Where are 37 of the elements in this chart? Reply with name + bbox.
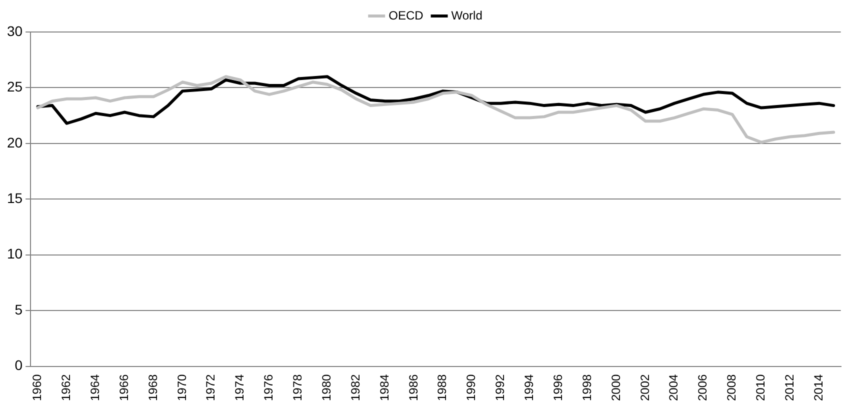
x-tick-label: 1984: [377, 374, 392, 402]
y-tick-label: 5: [14, 301, 23, 318]
x-tick-label: 1980: [319, 374, 334, 402]
x-tick-label: 1972: [204, 374, 218, 402]
y-tick-label: 15: [6, 190, 23, 206]
x-tick-label: 2006: [696, 374, 710, 402]
x-tick-label: 2008: [724, 374, 739, 402]
x-tick-label: 1970: [174, 374, 189, 402]
x-tick-label: 2012: [782, 374, 796, 402]
x-tick-label: 1990: [464, 374, 478, 402]
x-tick-label: 1962: [59, 374, 74, 402]
x-tick-label: 1960: [30, 374, 44, 402]
x-tick-label: 1964: [88, 374, 102, 402]
x-tick-label: 1998: [580, 374, 594, 402]
x-tick-label: 1994: [522, 374, 536, 402]
x-tick-label: 1978: [290, 374, 305, 402]
x-tick-label: 2000: [608, 374, 623, 402]
y-tick-label: 10: [6, 246, 23, 262]
x-tick-label: 2002: [638, 374, 652, 402]
x-tick-label: 1974: [232, 374, 247, 402]
x-tick-label: 1986: [406, 374, 420, 402]
x-tick-label: 1976: [262, 374, 276, 402]
x-tick-label: 2014: [811, 374, 826, 402]
y-tick-label: 0: [14, 357, 23, 374]
x-tick-label: 1966: [116, 374, 131, 402]
x-tick-label: 1992: [493, 374, 508, 402]
x-tick-label: 1982: [348, 374, 362, 402]
x-tick-label: 2010: [754, 374, 768, 402]
legend-label: World: [451, 8, 482, 22]
y-tick-label: 25: [6, 78, 23, 95]
x-tick-label: 1988: [435, 374, 450, 402]
legend-label: OECD: [388, 8, 424, 22]
x-tick-label: 2004: [666, 374, 681, 402]
x-tick-label: 1968: [146, 374, 160, 402]
x-tick-label: 1996: [550, 374, 565, 402]
y-tick-label: 20: [6, 134, 23, 150]
y-tick-label: 30: [6, 22, 23, 39]
